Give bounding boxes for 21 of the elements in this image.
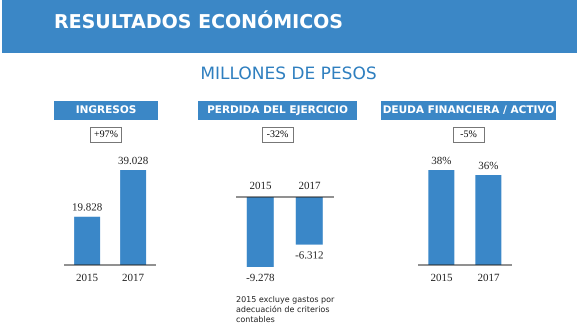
x-tick-label: 2015 [76,272,98,284]
x-tick-label: 2017 [478,272,500,284]
chart-subtitle: -32% [262,127,294,143]
data-label: 36% [478,160,498,172]
chart-subtitle: +97% [90,127,122,143]
data-label: 39.028 [118,155,149,167]
text: MILLONES DE PESOS [199,64,378,84]
data-label: 38% [431,155,452,167]
text: 2015 excluye gastos por adecuación de criterios contables [236,295,336,325]
x-tick-label: 2015 [430,272,453,284]
data-label: 19.828 [72,202,103,214]
chart-title: INGRESOS [54,101,158,120]
x-tick-label: 2017 [122,272,144,284]
text: RESULTADOS ECONÓMICOS [54,11,343,33]
data-label: -9.278 [246,272,275,284]
x-tick-label: 2017 [298,180,321,192]
chart-subtitle: -5% [452,127,484,143]
chart-title: DEUDA FINANCIERA / ACTIVO [381,101,556,120]
x-tick-label: 2015 [250,180,272,192]
chart-title: PERDIDA DEL EJERCICIO [198,101,357,120]
data-label: -6.312 [295,250,324,262]
